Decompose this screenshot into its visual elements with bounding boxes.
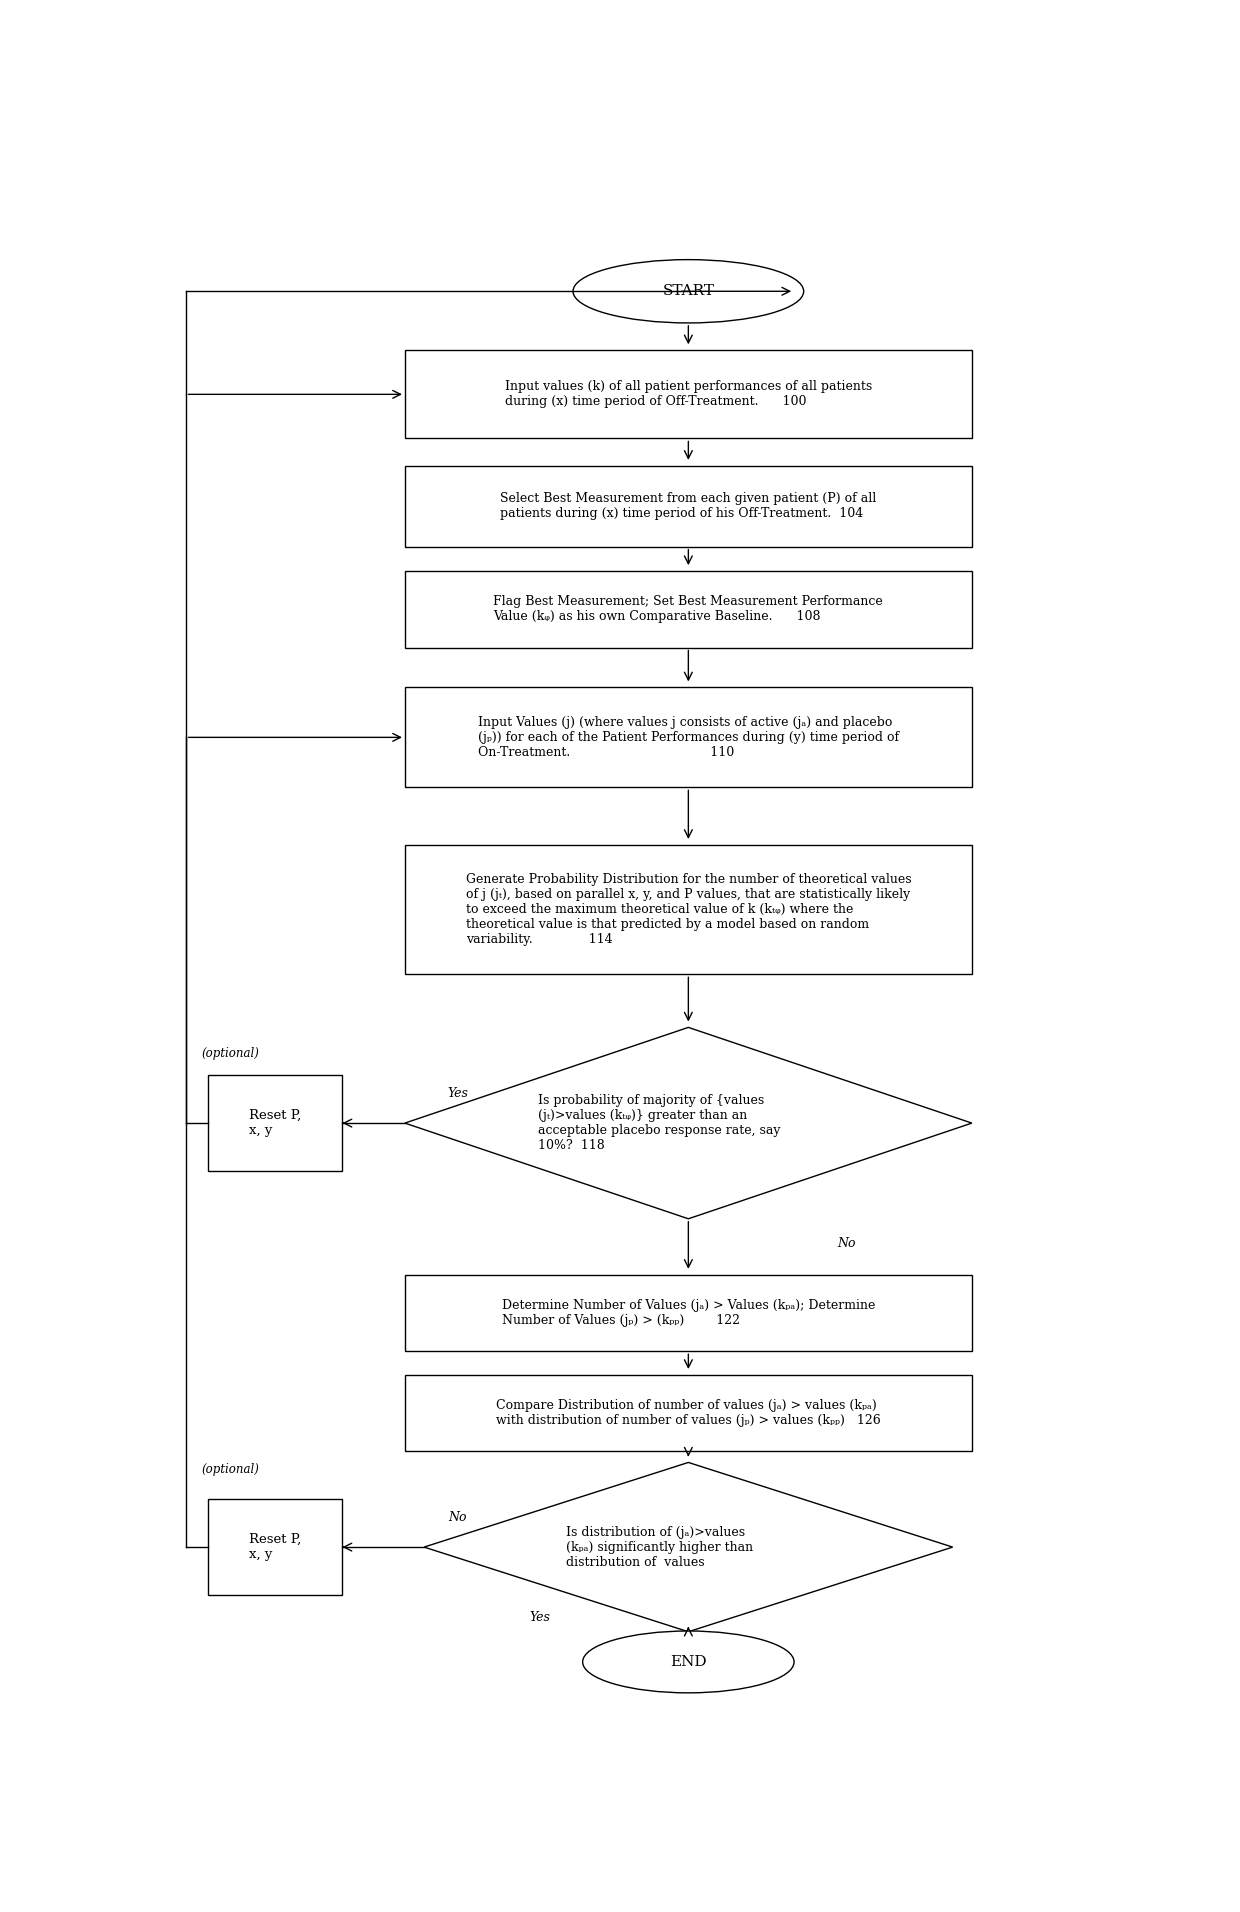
- Bar: [405, 467, 972, 547]
- Text: Compare Distribution of number of values (jₐ) > values (kₚₐ)
with distribution o: Compare Distribution of number of values…: [496, 1400, 880, 1426]
- Text: Yes: Yes: [448, 1088, 469, 1099]
- Polygon shape: [424, 1463, 952, 1631]
- Bar: [405, 350, 972, 438]
- Bar: [208, 1499, 342, 1595]
- Text: No: No: [449, 1510, 467, 1524]
- Text: (optional): (optional): [201, 1463, 259, 1476]
- Text: Select Best Measurement from each given patient (P) of all
patients during (x) t: Select Best Measurement from each given …: [500, 491, 877, 520]
- Bar: [405, 1275, 972, 1352]
- Polygon shape: [405, 1027, 972, 1218]
- Text: (optional): (optional): [201, 1048, 259, 1061]
- Text: Input values (k) of all patient performances of all patients
during (x) time per: Input values (k) of all patient performa…: [505, 380, 872, 409]
- Bar: [405, 686, 972, 788]
- Bar: [405, 572, 972, 648]
- Text: Is distribution of (jₐ)>values
(kₚₐ) significantly higher than
distribution of  : Is distribution of (jₐ)>values (kₚₐ) sig…: [565, 1526, 753, 1568]
- Text: START: START: [662, 285, 714, 298]
- Text: Reset P,
x, y: Reset P, x, y: [249, 1109, 301, 1138]
- Text: END: END: [670, 1656, 707, 1669]
- Text: Flag Best Measurement; Set Best Measurement Performance
Value (kᵩ) as his own Co: Flag Best Measurement; Set Best Measurem…: [494, 595, 883, 623]
- Text: Is probability of majority of {values
(jₜ)>values (kₜᵩ)} greater than an
accepta: Is probability of majority of {values (j…: [538, 1094, 781, 1153]
- Ellipse shape: [583, 1631, 794, 1692]
- Text: Generate Probability Distribution for the number of theoretical values
of j (jₜ): Generate Probability Distribution for th…: [465, 874, 911, 946]
- Text: Determine Number of Values (jₐ) > Values (kₚₐ); Determine
Number of Values (jₚ) : Determine Number of Values (jₐ) > Values…: [502, 1298, 875, 1327]
- Text: No: No: [838, 1237, 856, 1250]
- Bar: [208, 1075, 342, 1170]
- Bar: [405, 845, 972, 975]
- Ellipse shape: [573, 260, 804, 323]
- Text: Yes: Yes: [529, 1612, 549, 1625]
- Text: Input Values (j) (where values j consists of active (jₐ) and placebo
(jₚ)) for e: Input Values (j) (where values j consist…: [477, 715, 899, 759]
- Bar: [405, 1375, 972, 1451]
- Text: Reset P,
x, y: Reset P, x, y: [249, 1533, 301, 1560]
